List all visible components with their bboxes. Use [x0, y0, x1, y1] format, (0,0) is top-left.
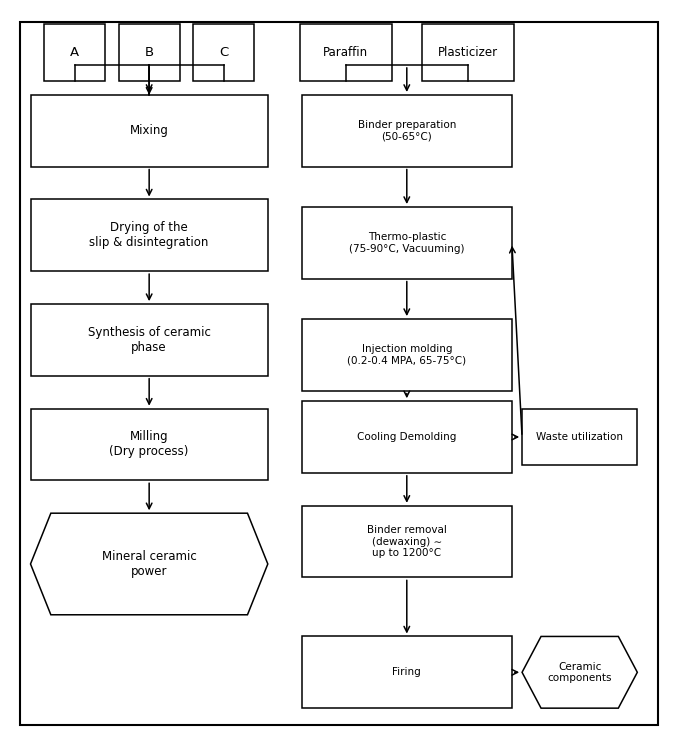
FancyBboxPatch shape	[302, 506, 512, 577]
FancyBboxPatch shape	[31, 304, 268, 376]
Text: Injection molding
(0.2-0.4 MPA, 65-75°C): Injection molding (0.2-0.4 MPA, 65-75°C)	[347, 344, 466, 365]
FancyBboxPatch shape	[522, 409, 637, 465]
Text: A: A	[70, 46, 79, 59]
Text: Plasticizer: Plasticizer	[438, 46, 498, 59]
Text: Drying of the
slip & disintegration: Drying of the slip & disintegration	[89, 221, 209, 249]
Text: Mineral ceramic
power: Mineral ceramic power	[102, 550, 197, 578]
FancyBboxPatch shape	[422, 24, 514, 81]
FancyBboxPatch shape	[119, 24, 180, 81]
Text: Mixing: Mixing	[129, 124, 169, 137]
Text: B: B	[144, 46, 154, 59]
FancyBboxPatch shape	[31, 409, 268, 480]
FancyBboxPatch shape	[300, 24, 392, 81]
Text: Firing: Firing	[393, 667, 421, 678]
FancyBboxPatch shape	[302, 319, 512, 391]
Text: Paraffin: Paraffin	[323, 46, 368, 59]
Polygon shape	[522, 636, 637, 708]
Text: Thermo-plastic
(75-90°C, Vacuuming): Thermo-plastic (75-90°C, Vacuuming)	[349, 232, 464, 253]
Text: Synthesis of ceramic
phase: Synthesis of ceramic phase	[87, 326, 211, 354]
Text: Cooling Demolding: Cooling Demolding	[357, 432, 456, 442]
Text: Waste utilization: Waste utilization	[536, 432, 623, 442]
Text: Milling
(Dry process): Milling (Dry process)	[109, 430, 189, 459]
FancyBboxPatch shape	[302, 401, 512, 473]
FancyBboxPatch shape	[193, 24, 254, 81]
FancyBboxPatch shape	[302, 207, 512, 279]
FancyBboxPatch shape	[302, 95, 512, 167]
FancyBboxPatch shape	[44, 24, 105, 81]
Text: Ceramic
components: Ceramic components	[547, 662, 612, 683]
Text: Binder removal
(dewaxing) ∼
up to 1200°C: Binder removal (dewaxing) ∼ up to 1200°C	[367, 525, 447, 558]
FancyBboxPatch shape	[31, 95, 268, 167]
FancyBboxPatch shape	[302, 636, 512, 708]
Text: Binder preparation
(50-65°C): Binder preparation (50-65°C)	[357, 120, 456, 141]
FancyBboxPatch shape	[31, 199, 268, 271]
Text: C: C	[219, 46, 228, 59]
Polygon shape	[31, 513, 268, 615]
FancyBboxPatch shape	[20, 22, 658, 725]
